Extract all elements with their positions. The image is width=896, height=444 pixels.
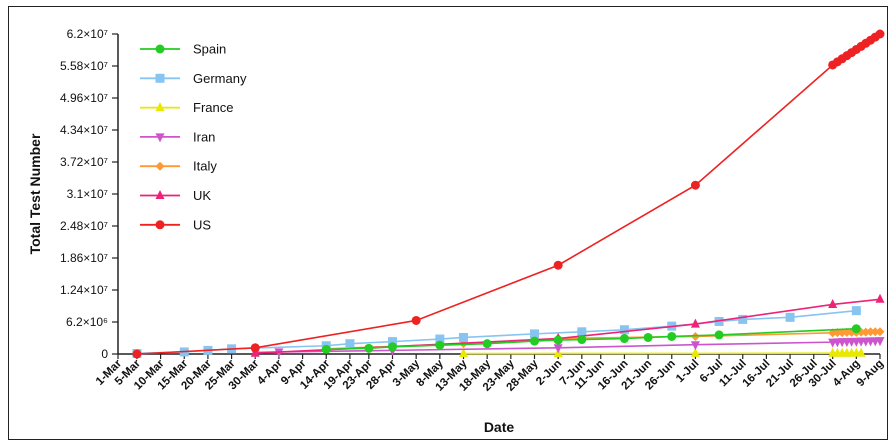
y-tick-label: 6.2×10⁶ [66,315,108,329]
legend-label: Italy [193,159,217,174]
data-point-us [875,29,885,39]
y-tick-label: 6.2×10⁷ [67,27,108,41]
data-point-iran [690,341,700,351]
legend-item-italy: Italy [140,159,217,174]
y-tick-label: 5.58×10⁷ [60,59,108,73]
axes: 0 6.2×10⁶ 1.24×10⁷ 1.86×10⁷ 2.48×10⁷ 3.1×10⁷ 3… [60,27,886,394]
data-point-germany [459,332,469,342]
data-point-germany [529,329,539,339]
legend-item-france: France [140,100,233,115]
data-point-italy [875,327,885,337]
data-point-us [553,260,563,270]
legend-label: UK [193,188,211,203]
data-point-iran [875,337,885,347]
x-tick-label: 4-Apr [255,357,285,387]
data-point-us [132,349,142,359]
data-point-germany [435,334,445,344]
data-point-spain [619,334,629,344]
data-point-spain [577,335,587,345]
legend-marker [155,220,165,230]
x-tick-label: 1-Jul [674,358,701,385]
data-point-germany [388,337,398,347]
data-point-spain [435,340,445,350]
legend-item-iran: Iran [140,129,215,144]
data-point-spain [321,344,331,354]
x-axis-title: Date [484,419,515,435]
x-tick-label: 9-Aug [855,358,887,390]
data-point-us [690,180,700,190]
data-point-spain [851,324,861,334]
data-point-germany [577,327,587,337]
data-point-iran [274,348,284,358]
y-tick-label: 2.48×10⁷ [60,219,108,233]
legend-marker [155,190,165,199]
data-point-germany [738,314,748,324]
legend-marker [155,73,165,83]
data-point-germany [345,339,355,349]
data-point-germany [619,325,629,335]
legend-label: Iran [193,129,215,144]
legend-label: France [193,100,233,115]
legend-item-germany: Germany [140,71,247,86]
data-point-italy [870,327,880,337]
data-point-italy [842,327,852,337]
legend-item-spain: Spain [140,42,226,57]
data-point-uk [828,298,838,308]
y-tick-label: 4.34×10⁷ [60,123,108,137]
y-tick-label: 4.96×10⁷ [60,91,108,105]
series-germany [132,306,861,358]
data-point-spain [714,330,724,340]
data-point-spain [482,339,492,349]
series-us [132,29,885,359]
data-point-france [459,348,469,358]
series-layer [132,29,885,359]
data-point-spain [388,342,398,352]
data-point-spain [529,336,539,346]
data-point-iran [553,344,563,354]
legend-item-us: US [140,217,211,232]
legend-marker [155,133,165,143]
y-tick-label: 3.72×10⁷ [60,155,108,169]
legend-marker [155,161,165,171]
series-line-us [136,33,881,355]
legend-label: Spain [193,42,226,57]
data-point-france [856,347,866,357]
data-point-spain [553,335,563,345]
y-tick-label: 1.86×10⁷ [60,251,108,265]
data-point-us [250,343,260,353]
x-tick-label: 2-Jun [534,358,564,388]
data-point-germany [785,312,795,322]
data-point-italy [866,327,876,337]
data-point-germany [851,306,861,316]
legend-marker [155,44,165,54]
data-point-uk [875,293,885,303]
data-point-france [690,347,700,357]
data-point-spain [643,332,653,342]
series-france [459,347,866,358]
chart-frame [8,6,888,440]
legend-marker [155,102,165,112]
data-point-us [411,315,421,325]
series-spain [321,324,861,354]
legend-label: Germany [193,71,247,86]
data-point-spain [667,331,677,341]
data-point-spain [364,343,374,353]
legend-item-uk: UK [140,188,211,203]
legend: Spain Germany France Iran Italy UK US [140,42,247,232]
legend-label: US [193,217,211,232]
y-tick-label: 1.24×10⁷ [60,283,108,297]
data-point-uk [690,318,700,328]
y-axis-title: Total Test Number [27,133,43,254]
y-tick-label: 3.1×10⁷ [67,187,108,201]
y-tick-label: 0 [101,347,108,361]
